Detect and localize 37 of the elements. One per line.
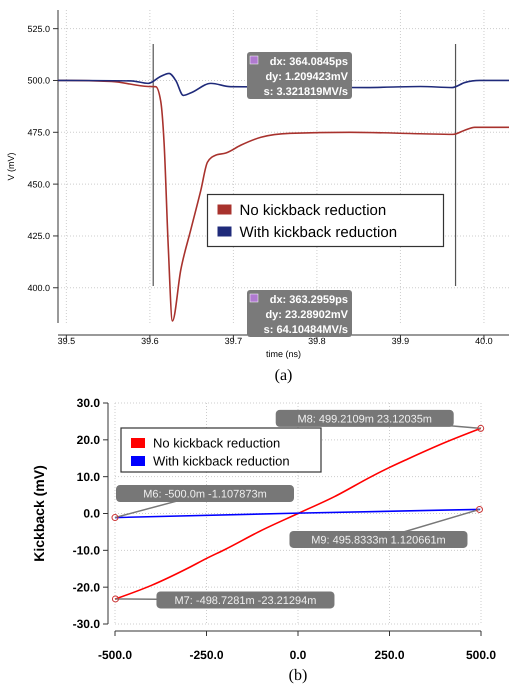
x-tick-label: -250.0 <box>189 648 224 662</box>
legend-label: No kickback reduction <box>240 202 386 219</box>
x-tick-label: 250.0 <box>374 648 405 662</box>
x-tick-label: 39.6 <box>141 336 159 346</box>
x-tick-label: 39.7 <box>224 336 242 346</box>
x-tick-label: -500.0 <box>98 648 132 662</box>
annotation: dx: 364.0845ps dy: 1.209423mV s: 3.321819MV/s <box>264 56 349 98</box>
y-tick-label: 0.0 <box>83 506 100 521</box>
y-tick-label: -20.0 <box>72 580 100 594</box>
annotation: dx: 363.2959ps dy: 23.28902mV s: 64.10484MV/s <box>264 294 349 336</box>
y-axis-title: Kickback (mV) <box>31 465 47 562</box>
text: (b) <box>288 667 308 684</box>
legend-label: With kickback reduction <box>240 224 398 241</box>
y-axis-title: V (mV) <box>6 152 16 180</box>
y-tick-label: 10.0 <box>76 470 100 484</box>
y-tick-label: 30.0 <box>76 396 100 410</box>
x-tick-label: 500.0 <box>466 648 496 662</box>
y-tick-label: 425.0 <box>27 231 50 242</box>
y-tick-label: 400.0 <box>27 282 50 293</box>
annotation: M6: -500.0m -1.107873m <box>143 488 267 500</box>
text: (a) <box>274 367 292 384</box>
x-tick-label: 39.5 <box>58 336 76 346</box>
y-tick-label: 525.0 <box>27 24 50 34</box>
y-tick-label: -10.0 <box>72 544 100 558</box>
annotation: M9: 495.8333m 1.120661m <box>311 534 446 546</box>
x-tick-label: 39.9 <box>392 336 410 346</box>
x-tick-label: 40.0 <box>475 336 493 346</box>
x-tick-label: 0.0 <box>290 648 307 662</box>
y-tick-label: -30.0 <box>72 617 100 632</box>
legend-label: With kickback reduction <box>153 454 290 469</box>
x-axis-title: time (ns) <box>266 349 302 359</box>
y-tick-label: 450.0 <box>27 179 50 190</box>
x-tick-label: 39.8 <box>308 336 326 346</box>
legend-label: No kickback reduction <box>153 436 280 451</box>
y-tick-label: 475.0 <box>27 127 50 138</box>
y-tick-label: 20.0 <box>76 433 100 448</box>
y-tick-label: 500.0 <box>27 76 50 86</box>
